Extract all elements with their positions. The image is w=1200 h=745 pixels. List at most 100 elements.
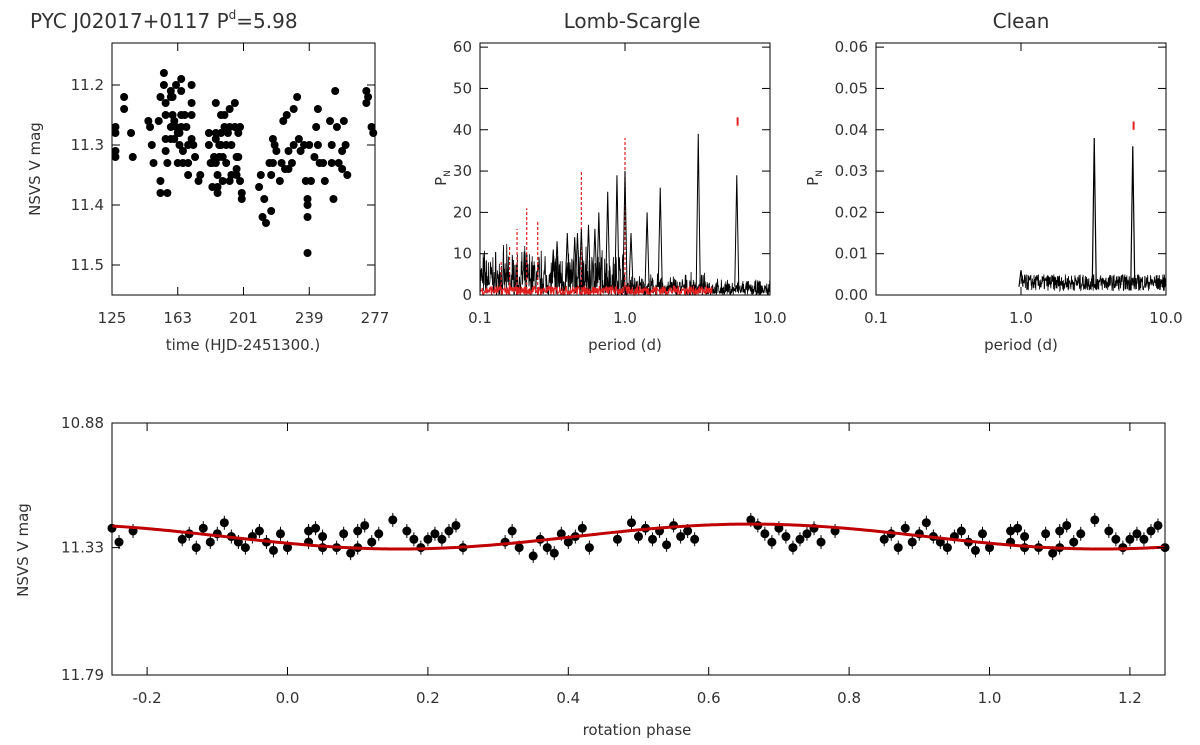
lightcurve-point: [159, 69, 168, 77]
lightcurve-point: [147, 141, 156, 149]
lightcurve-point: [232, 165, 241, 173]
lightcurve-point: [156, 93, 165, 101]
lightcurve-point: [267, 207, 276, 215]
phased-point: [374, 529, 384, 539]
lombscargle-xtick-label: 0.1: [468, 309, 492, 327]
phased-point: [423, 534, 433, 544]
clean-axes: 0.1 1.0 10.0 0.00 0.01 0.02 0.03 0.04 0.05 0.06: [835, 38, 1183, 327]
lightcurve-point: [287, 159, 296, 167]
phased-point: [367, 537, 377, 547]
lightcurve-point: [234, 129, 243, 137]
lightcurve-xtick-label: 239: [295, 309, 324, 327]
lombscargle-title: Lomb-Scargle: [564, 9, 701, 33]
lightcurve-point: [369, 129, 378, 137]
phased-xtick-label: 1.0: [978, 689, 1002, 707]
phased-xtick-label: 0.4: [556, 689, 580, 707]
lightcurve-point: [319, 159, 328, 167]
lightcurve-point: [194, 177, 203, 185]
lightcurve-point: [227, 141, 236, 149]
lightcurve-point: [277, 159, 286, 167]
lombscargle-peak: [734, 175, 740, 287]
lightcurve-point: [163, 159, 172, 167]
lombscargle-ytick-label: 30: [453, 162, 472, 180]
lombscargle-ylabel-sub: N: [443, 170, 453, 177]
phased-point: [1041, 529, 1051, 539]
lightcurve-axes: 125 163 201 239 277 11.2 11.3 11.4 11.5: [71, 43, 390, 327]
lightcurve-point: [236, 123, 245, 131]
lightcurve-point: [362, 87, 371, 95]
lightcurve-point: [156, 177, 165, 185]
phased-point: [1153, 520, 1163, 530]
lightcurve-point: [211, 99, 220, 107]
lombscargle-peak: [644, 212, 650, 287]
lightcurve-point: [236, 177, 245, 185]
lightcurve-point: [237, 195, 246, 203]
phased-point: [1020, 532, 1030, 542]
lombscargle-peak: [657, 187, 663, 287]
clean-ylabel-sub: N: [815, 170, 825, 177]
lightcurve-point: [180, 111, 189, 119]
phased-point: [1006, 526, 1016, 536]
phased-point: [746, 515, 756, 525]
clean-xtick-label: 1.0: [1009, 309, 1033, 327]
clean-ytick-label: 0.02: [835, 203, 868, 221]
clean-title: Clean: [993, 9, 1050, 33]
lightcurve-ytick-label: 11.3: [71, 136, 104, 154]
lightcurve-point: [223, 129, 232, 137]
lightcurve-point: [168, 93, 177, 101]
phased-point: [1132, 529, 1142, 539]
phased-point: [514, 543, 524, 553]
lightcurve-point: [111, 153, 120, 161]
phased-point: [676, 532, 686, 542]
lightcurve-point: [303, 249, 312, 257]
phased-point: [353, 526, 363, 536]
lightcurve-point: [267, 171, 276, 179]
clean-panel: Clean 0.1 1.0 10.0 0.00 0.01 0.02 0.03 0.04 0.05…: [804, 9, 1183, 354]
lightcurve-point: [146, 123, 155, 131]
phased-point: [977, 529, 987, 539]
lightcurve-point: [362, 99, 371, 107]
lightcurve-xtick-label: 277: [361, 309, 390, 327]
lightcurve-point: [320, 177, 329, 185]
lightcurve-point: [234, 153, 243, 161]
phased-point: [360, 520, 370, 530]
clean-ytick-label: 0.01: [835, 245, 868, 263]
phased-point: [1013, 523, 1023, 533]
lightcurve-point: [187, 81, 196, 89]
lightcurve-point: [120, 93, 129, 101]
phased-ylabel: NSVS V mag: [14, 503, 32, 597]
lightcurve-point: [303, 201, 312, 209]
lightcurve-ylabel: NSVS V mag: [26, 122, 44, 216]
phased-point: [275, 529, 285, 539]
lombscargle-ylabel: PN: [432, 170, 453, 186]
phased-xlabel: rotation phase: [583, 721, 692, 739]
phased-ytick-label: 11.79: [61, 666, 104, 684]
lightcurve-point: [156, 189, 165, 197]
phased-point: [254, 526, 264, 536]
lightcurve-point: [220, 111, 229, 119]
phased-xtick-label: 0.2: [416, 689, 440, 707]
lightcurve-point: [339, 117, 348, 125]
phased-point: [1055, 526, 1065, 536]
lightcurve-point: [293, 93, 302, 101]
lightcurve-point: [303, 213, 312, 221]
lightcurve-point: [217, 129, 226, 137]
lightcurve-point: [289, 105, 298, 113]
lightcurve-point: [268, 135, 277, 143]
phased-point: [767, 537, 777, 547]
clean-noise: [1020, 274, 1167, 293]
phased-point: [198, 523, 208, 533]
phased-point: [444, 526, 454, 536]
lombscargle-ytick-label: 10: [453, 245, 472, 263]
lightcurve-point: [182, 123, 191, 131]
lightcurve-point: [237, 189, 246, 197]
phased-point: [942, 543, 952, 553]
lightcurve-point: [306, 177, 315, 185]
lightcurve-point: [327, 141, 336, 149]
lombscargle-xtick-label: 1.0: [613, 309, 637, 327]
lightcurve-title-main: PYC J02017+0117 P: [30, 9, 229, 33]
lombscargle-peak: [578, 228, 584, 287]
clean-ytick-label: 0.06: [835, 38, 868, 56]
clean-ytick-label: 0.04: [835, 121, 868, 139]
lightcurve-point: [268, 159, 277, 167]
